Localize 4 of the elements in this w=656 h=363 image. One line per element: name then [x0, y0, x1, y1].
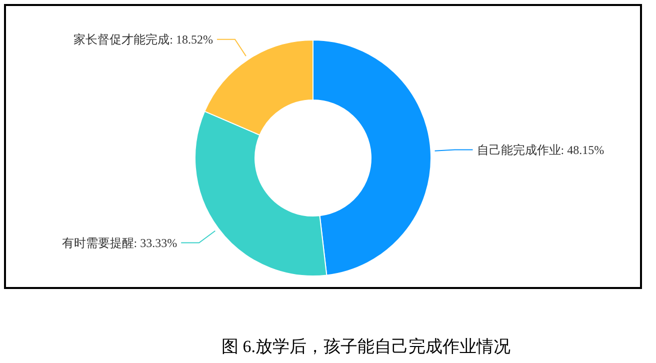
slice-label: 自己能完成作业: 48.15% — [476, 142, 604, 157]
slice-label: 有时需要提醒: 33.33% — [62, 236, 178, 250]
slice-label: 家长督促才能完成: 18.52% — [74, 32, 213, 46]
text: 图 6.放学后，孩子能自己完成作业情况 — [222, 337, 510, 356]
